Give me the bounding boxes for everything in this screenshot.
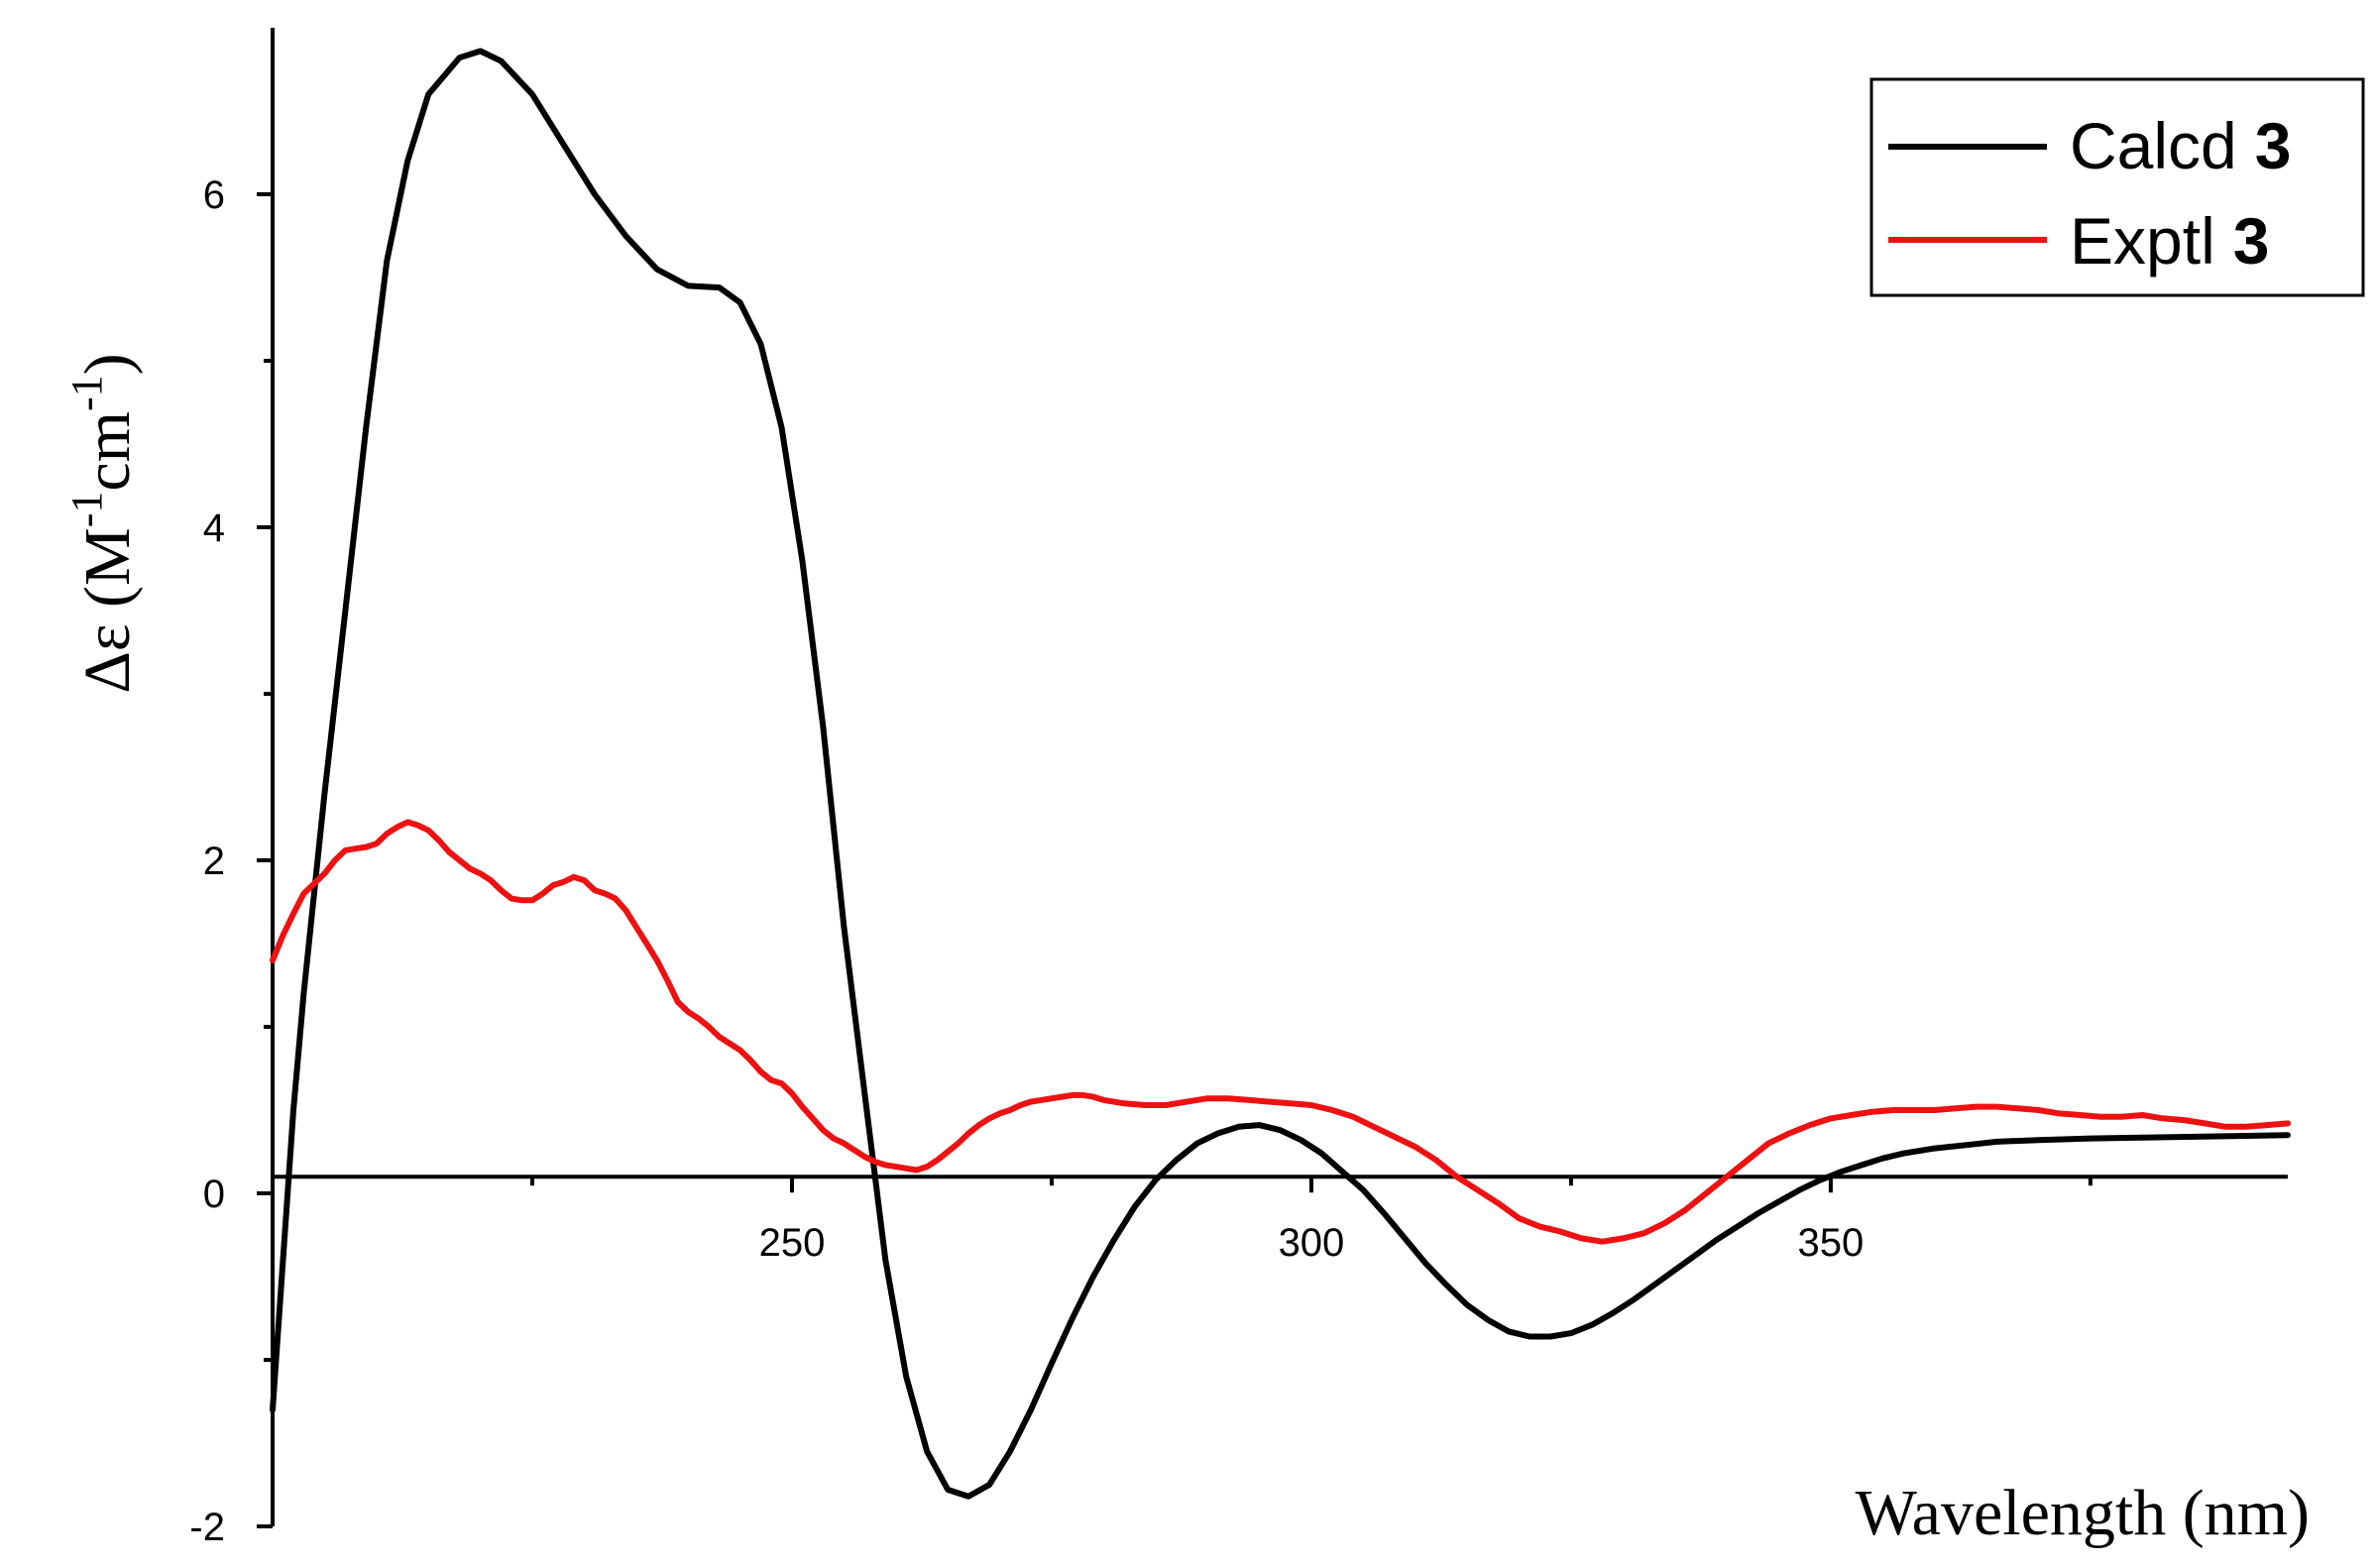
- y-axis-title-sup2: -1: [62, 375, 111, 411]
- y-axis-title-end: ): [71, 353, 144, 375]
- y-axis-title-mid: cm: [71, 411, 144, 492]
- y-tick-label: 2: [203, 840, 225, 883]
- y-tick-label: 4: [203, 506, 225, 550]
- x-axis-title: Wavelength (nm): [1856, 1477, 2310, 1549]
- legend-label-exptl: Exptl: [2070, 204, 2215, 278]
- legend-label-calcd-number: 3: [2255, 109, 2292, 182]
- y-tick-label: 6: [203, 173, 225, 217]
- series-lines: [270, 48, 2291, 1500]
- y-tick-label: 0: [203, 1173, 225, 1216]
- series-line-calcd: [270, 48, 2291, 1500]
- legend-label-exptl-number: 3: [2233, 204, 2270, 278]
- y-axis-title-sup1: -1: [62, 492, 111, 528]
- y-axis-ticks: -2 0 2 4 6: [189, 173, 273, 1549]
- y-tick-label: -2: [189, 1506, 225, 1549]
- legend: Calcd 3 Exptl 3: [1869, 77, 2365, 297]
- legend-label-calcd: Calcd: [2070, 109, 2237, 182]
- x-tick-label: 250: [759, 1221, 826, 1265]
- x-axis-ticks: 250 300 350: [529, 1176, 2093, 1265]
- legend-entry-calcd: Calcd 3: [2070, 109, 2291, 182]
- x-tick-label: 350: [1798, 1221, 1865, 1265]
- y-axis-title: Δε (M-1cm-1): [62, 353, 144, 693]
- y-axis-title-base: Δε (M: [71, 527, 144, 693]
- legend-entry-exptl: Exptl 3: [2070, 204, 2269, 278]
- legend-box: [1869, 77, 2365, 297]
- series-line-exptl: [270, 819, 2291, 1245]
- x-tick-label: 300: [1279, 1221, 1345, 1265]
